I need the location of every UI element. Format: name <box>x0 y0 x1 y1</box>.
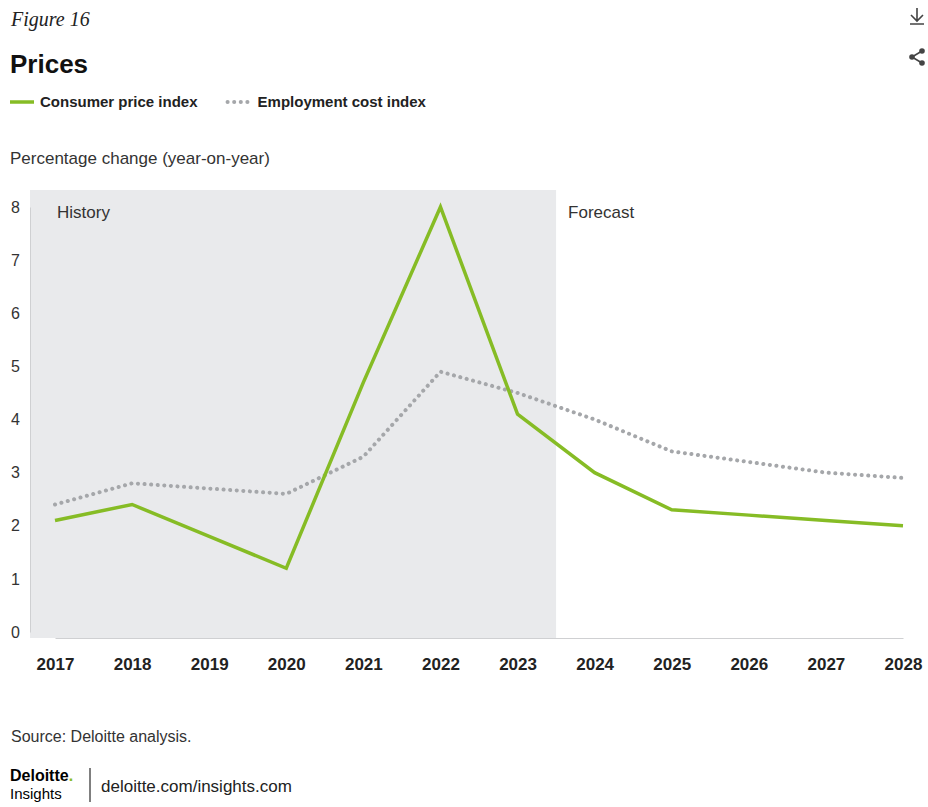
y-tick-label: 2 <box>11 517 20 534</box>
x-tick-label: 2027 <box>807 655 845 674</box>
y-tick-label: 0 <box>11 624 20 641</box>
x-tick: 2023 <box>499 638 537 674</box>
brand-sub: Insights <box>10 785 62 802</box>
legend-label: Consumer price index <box>40 93 198 110</box>
legend: Consumer price index Employment cost inde… <box>10 93 427 110</box>
x-tick: 2018 <box>114 638 152 674</box>
x-tick: 2019 <box>191 638 229 674</box>
series-line <box>55 207 903 568</box>
x-tick: 2022 <box>422 638 460 674</box>
x-tick-label: 2026 <box>730 655 768 674</box>
series-line <box>55 372 903 505</box>
x-axis-line <box>56 638 904 639</box>
x-tick: 2026 <box>730 638 768 674</box>
download-icon <box>910 8 924 24</box>
x-tick: 2028 <box>885 638 923 674</box>
brand: Deloitte. <box>10 767 73 784</box>
share-icon <box>909 48 925 66</box>
figure-label: Figure 16 <box>10 8 90 31</box>
x-tick: 2021 <box>345 638 383 674</box>
icons <box>909 8 925 66</box>
y-tick: 2 <box>11 517 30 534</box>
legend-item: Consumer price index <box>10 93 198 110</box>
plot-background <box>30 190 925 638</box>
y-tick: 0 <box>11 624 30 641</box>
y-tick: 8 <box>11 199 30 216</box>
x-axis: 2017 2018 2019 2020 2021 2022 2023 2024 2025 2026… <box>37 638 923 674</box>
y-tick: 1 <box>11 570 30 587</box>
y-tick: 7 <box>11 252 30 269</box>
source: Source: Deloitte analysis. <box>11 728 192 745</box>
y-tick: 5 <box>11 358 30 375</box>
forecast-region <box>556 190 925 638</box>
chart: Figure 16 Prices Consumer price index Emplo… <box>0 0 928 807</box>
region-label: History <box>57 203 110 222</box>
y-tick-label: 7 <box>11 252 20 269</box>
x-tick: 2025 <box>653 638 691 674</box>
x-tick-label: 2028 <box>885 655 923 674</box>
x-tick-label: 2021 <box>345 655 383 674</box>
region-label: Forecast <box>568 203 634 222</box>
y-axis-line <box>30 208 31 633</box>
share-icon-dot <box>919 60 925 66</box>
share-icon-dot <box>919 48 925 54</box>
x-tick-label: 2018 <box>114 655 152 674</box>
x-tick: 2024 <box>576 638 614 674</box>
y-tick-label: 5 <box>11 358 20 375</box>
y-tick: 3 <box>11 464 30 481</box>
legend-item: Employment cost index <box>228 93 427 110</box>
x-tick-label: 2017 <box>37 655 75 674</box>
x-tick-label: 2025 <box>653 655 691 674</box>
y-axis: 0 1 2 3 4 5 6 7 8 <box>11 199 30 641</box>
x-tick-label: 2024 <box>576 655 614 674</box>
legend-swatch <box>228 100 252 104</box>
x-tick-label: 2019 <box>191 655 229 674</box>
plot-lines <box>55 207 903 568</box>
footer-divider <box>90 768 91 802</box>
y-tick-label: 8 <box>11 199 20 216</box>
y-tick: 4 <box>11 411 30 428</box>
legend-label: Employment cost index <box>258 93 427 110</box>
title: Prices <box>10 49 88 79</box>
y-tick-label: 4 <box>11 411 20 428</box>
x-tick: 2017 <box>37 638 75 674</box>
url: deloitte.com/insights.com <box>101 777 292 796</box>
x-tick: 2027 <box>807 638 845 674</box>
share-icon-dot <box>909 54 915 60</box>
x-tick-label: 2022 <box>422 655 460 674</box>
y-tick-label: 3 <box>11 464 20 481</box>
y-tick-label: 1 <box>11 570 20 587</box>
x-tick-label: 2020 <box>268 655 306 674</box>
y-axis-title: Percentage change (year-on-year) <box>10 149 270 168</box>
y-tick: 6 <box>11 305 30 322</box>
y-tick-label: 6 <box>11 305 20 322</box>
legend-swatch <box>10 100 34 104</box>
x-tick: 2020 <box>268 638 306 674</box>
x-tick-label: 2023 <box>499 655 537 674</box>
